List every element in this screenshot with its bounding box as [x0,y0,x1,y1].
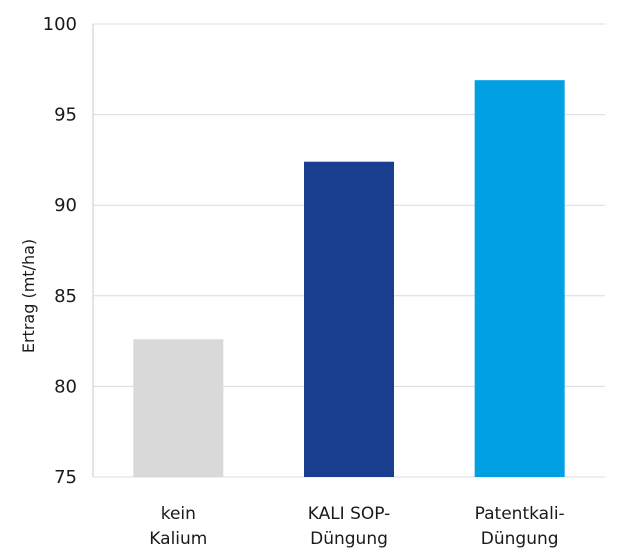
x-category-label: KALI SOP- [308,504,391,524]
y-tick-labels: 75 80 85 90 95 100 [43,14,77,488]
x-category-label: Düngung [310,529,388,549]
x-category-label: Kalium [149,529,207,549]
x-category-label: Patentkali- [475,504,565,524]
x-category-label: kein [161,504,196,524]
y-tick-label: 80 [54,376,77,397]
y-tick-label: 85 [54,286,77,307]
y-tick-label: 100 [43,14,77,35]
y-tick-label: 75 [54,467,77,488]
bar-3 [474,80,565,477]
y-axis-title: Ertrag (mt/ha) [19,239,38,353]
y-tick-label: 95 [54,105,77,126]
x-category-label: Düngung [481,529,559,549]
bar-2 [304,161,394,477]
y-tick-label: 90 [54,195,77,216]
bars [133,80,565,477]
bar-1 [133,339,224,477]
category-labels: kein Kalium KALI SOP- Düngung Patentkali- Dün… [149,504,564,549]
